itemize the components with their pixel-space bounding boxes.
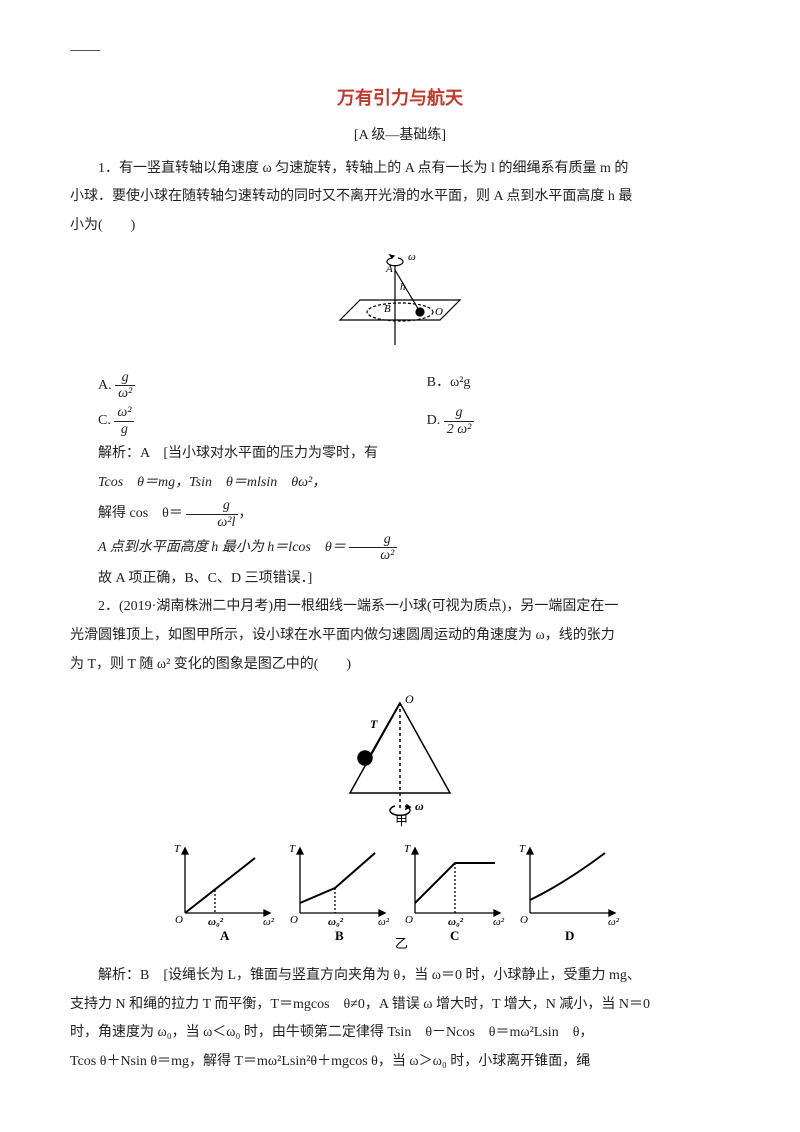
cone-label-O: O (405, 692, 414, 706)
q2-sol2: 支持力 N 和绳的拉力 T 而平衡，T＝mgcos θ≠0，A 错误 ω 增大时… (70, 992, 730, 1019)
q2-number: 2． (98, 599, 119, 614)
panelA-x0: ω₀² (208, 916, 224, 928)
q2-sol4: Tcos θ＋Nsin θ＝mg，解得 T＝mω²Lsin²θ＋mgcos θ，… (70, 1049, 730, 1076)
q2-sol1: 解析：B [设绳长为 L，锥面与竖直方向夹角为 θ，当 ω＝0 时，小球静止，受… (70, 963, 730, 990)
q1-sol5: 故 A 项正确，B、C、D 三项错误．] (70, 566, 730, 593)
panelA-origin: O (175, 914, 183, 926)
q1-text1: 有一竖直转轴以角速度 ω 匀速旋转，转轴上的 A 点有一长为 l 的细绳系有质量… (119, 161, 628, 176)
optA-prefix: A. (98, 378, 112, 393)
optD-den: 2 ω² (444, 422, 475, 437)
cone-label-T: T (370, 717, 378, 731)
panelA-ylabel: T (174, 843, 181, 855)
q1-sol2: Tcos θ＝mg，Tsin θ＝mlsin θω²， (70, 470, 730, 497)
q2-text1: 用一根细线一端系一小球(可视为质点)，另一端固定在一 (273, 599, 618, 614)
cone-ball (358, 751, 372, 765)
optD-num: g (444, 405, 475, 421)
q1-number: 1． (98, 161, 119, 176)
optC-num: ω² (114, 405, 134, 421)
q2-line3: 为 T，则 T 随 ω² 变化的图象是图乙中的( ) (70, 652, 730, 679)
panelA-xlabel: ω² (263, 916, 275, 928)
q1-options-row2: C. ω²g D. g2 ω² (70, 405, 730, 437)
ball (416, 308, 424, 316)
panelC-x0: ω₀² (448, 916, 464, 928)
q1-optB: B．ω²g (427, 370, 730, 402)
label-A: A (385, 263, 393, 275)
panelD-origin: O (520, 914, 528, 926)
omega-arrow (390, 255, 394, 258)
q2-figure-cone: O T ω 甲 (70, 688, 730, 828)
optD-prefix: D. (427, 413, 441, 428)
cone-label-omega: ω (415, 799, 424, 813)
panelC-ylabel: T (404, 843, 411, 855)
q1-optA: A. gω² (98, 370, 427, 402)
optA-den: ω² (115, 386, 135, 401)
page-title: 万有引力与航天 (70, 81, 730, 115)
q1-sol4: A 点到水平面高度 h 最小为 h＝lcos θ＝ gω² (70, 532, 730, 564)
sol3-suffix: ， (238, 506, 252, 521)
q2-line1: 2．(2019·湖南株洲二中月考)用一根细线一端系一小球(可视为质点)，另一端固… (70, 594, 730, 621)
q1-sol3: 解得 cos θ＝ gω²l， (70, 498, 730, 530)
q1-figure: A B O h ω (70, 250, 730, 360)
q2-line2: 光滑圆锥顶上，如图甲所示，设小球在水平面内做匀速圆周运动的角速度为 ω，线的张力 (70, 623, 730, 650)
panelC-label: C (450, 928, 459, 943)
label-B: B (384, 303, 391, 315)
label-omega: ω (408, 251, 416, 263)
panelB-xlabel: ω² (378, 916, 390, 928)
sol4-den: ω² (349, 548, 397, 563)
panelD-xlabel: ω² (608, 916, 620, 928)
panelC-origin: O (405, 914, 413, 926)
panelB-x0: ω₀² (328, 916, 344, 928)
q1-sol1: 解析：A [当小球对水平面的压力为零时，有 (70, 441, 730, 468)
sol3-num: g (186, 498, 238, 514)
panel-D: T O ω² D (519, 843, 620, 943)
panelD-label: D (565, 928, 574, 943)
q2-figure-graphs: T O ω₀² ω² A T O ω₀² ω² B T O ω₀² (70, 838, 730, 953)
cone-caption: 甲 (395, 813, 408, 828)
rope (395, 270, 420, 312)
q1-options-row1: A. gω² B．ω²g (70, 370, 730, 402)
header-rule (70, 50, 100, 51)
optC-den: g (114, 422, 134, 437)
panel-A: T O ω₀² ω² A (174, 843, 275, 943)
panelB-origin: O (290, 914, 298, 926)
q2-src: (2019·湖南株洲二中月考) (119, 599, 273, 614)
q1-optD: D. g2 ω² (427, 405, 730, 437)
sol4-num: g (349, 532, 397, 548)
q1-line1: 1．有一竖直转轴以角速度 ω 匀速旋转，转轴上的 A 点有一长为 l 的细绳系有… (70, 156, 730, 183)
subtitle: [A 级—基础练] (70, 123, 730, 150)
label-O: O (435, 306, 443, 318)
panelB-label: B (335, 928, 344, 943)
sol3-den: ω²l (186, 515, 238, 530)
panelA-label: A (220, 928, 230, 943)
sol3-prefix: 解得 cos θ＝ (98, 506, 183, 521)
q1-line3: 小为( ) (70, 213, 730, 240)
panel-B: T O ω₀² ω² B (289, 843, 390, 943)
optA-num: g (115, 370, 135, 386)
panel-C: T O ω₀² ω² C (404, 843, 505, 943)
label-h: h (400, 281, 406, 293)
optC-prefix: C. (98, 413, 111, 428)
q1-line2: 小球．要使小球在随转轴匀速转动的同时又不离开光滑的水平面，则 A 点到水平面高度… (70, 184, 730, 211)
panelB-ylabel: T (289, 843, 296, 855)
sol4-prefix: A 点到水平面高度 h 最小为 h＝lcos θ＝ (98, 540, 346, 555)
panelD-ylabel: T (519, 843, 526, 855)
graphs-caption: 乙 (395, 936, 408, 951)
q2-sol3: 时，角速度为 ω₀，当 ω＜ω₀ 时，由牛顿第二定律得 Tsin θ－Ncos … (70, 1020, 730, 1047)
q1-optC: C. ω²g (98, 405, 427, 437)
panelC-xlabel: ω² (493, 916, 505, 928)
